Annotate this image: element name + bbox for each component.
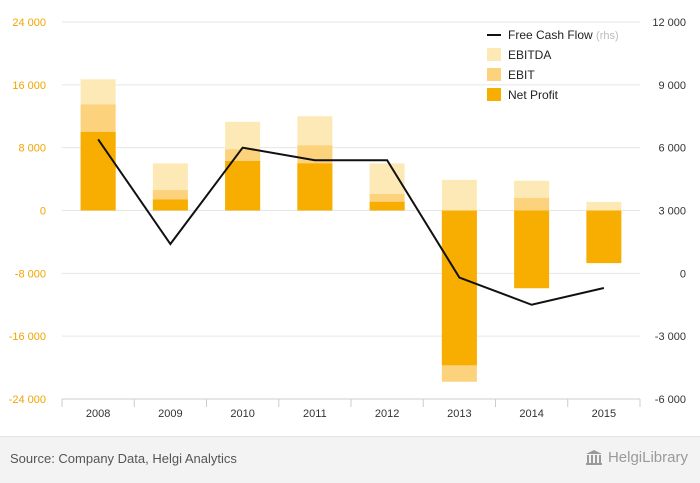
legend-label-ebitda: EBITDA: [508, 48, 551, 62]
footer: Source: Company Data, Helgi Analytics He…: [0, 436, 700, 483]
bar-ebitda: [441, 179, 477, 211]
legend-label-net-profit: Net Profit: [508, 88, 559, 102]
y-right-tick-label: 12 000: [652, 17, 686, 29]
y-left-tick-label: 24 000: [12, 17, 46, 29]
source-text: Source: Company Data, Helgi Analytics: [10, 451, 237, 466]
bar-net-profit: [225, 161, 261, 211]
y-right-tick-label: 9 000: [658, 80, 686, 92]
legend-label-ebit: EBIT: [508, 68, 535, 82]
legend-rhs-note: (rhs): [596, 30, 619, 42]
bar-net-profit: [441, 210, 477, 366]
y-left-tick-label: -8 000: [15, 268, 46, 280]
legend-swatch-ebit: [487, 68, 501, 81]
brand-logo: HelgiLibrary: [585, 449, 688, 466]
x-tick-label: 2010: [230, 408, 254, 420]
x-tick-label: 2011: [303, 408, 327, 420]
bar-ebitda: [586, 201, 622, 211]
x-tick-label: 2015: [592, 408, 616, 420]
y-left-tick-label: 0: [40, 206, 46, 218]
x-tick-label: 2008: [86, 408, 110, 420]
legend-label-free-cash-flow: Free Cash Flow (rhs): [508, 28, 619, 42]
y-right-tick-label: 0: [680, 268, 686, 280]
y-left-tick-label: 16 000: [12, 80, 46, 92]
x-tick-label: 2009: [158, 408, 182, 420]
y-left-tick-label: 8 000: [18, 143, 46, 155]
x-tick-label: 2012: [375, 408, 399, 420]
series-line-free-cash-flow: [97, 138, 605, 306]
y-right-tick-label: 3 000: [658, 206, 686, 218]
bar-net-profit: [80, 131, 116, 211]
legend-swatch-net-profit: [487, 88, 501, 101]
bar-net-profit: [369, 201, 405, 211]
y-right-tick-label: -6 000: [655, 394, 686, 406]
x-tick-label: 2013: [447, 408, 471, 420]
chart-svg: 24 000 16 000 8 000 0 -8 000 -16 000 -24 000 12…: [9, 17, 686, 420]
y-left-tick-label: -24 000: [9, 394, 46, 406]
y-right-tick-label: -3 000: [655, 331, 686, 343]
library-building-icon: [585, 449, 602, 465]
bar-net-profit: [586, 210, 622, 264]
y-left-tick-label: -16 000: [9, 331, 46, 343]
bar-net-profit: [514, 210, 550, 289]
x-tick-label: 2014: [519, 408, 543, 420]
y-right-tick-label: 6 000: [658, 143, 686, 155]
brand-text: HelgiLibrary: [607, 449, 688, 466]
bar-net-profit: [152, 199, 188, 211]
bar-net-profit: [297, 163, 333, 211]
bar-ebit: [514, 197, 550, 211]
legend-swatch-ebitda: [487, 48, 501, 61]
